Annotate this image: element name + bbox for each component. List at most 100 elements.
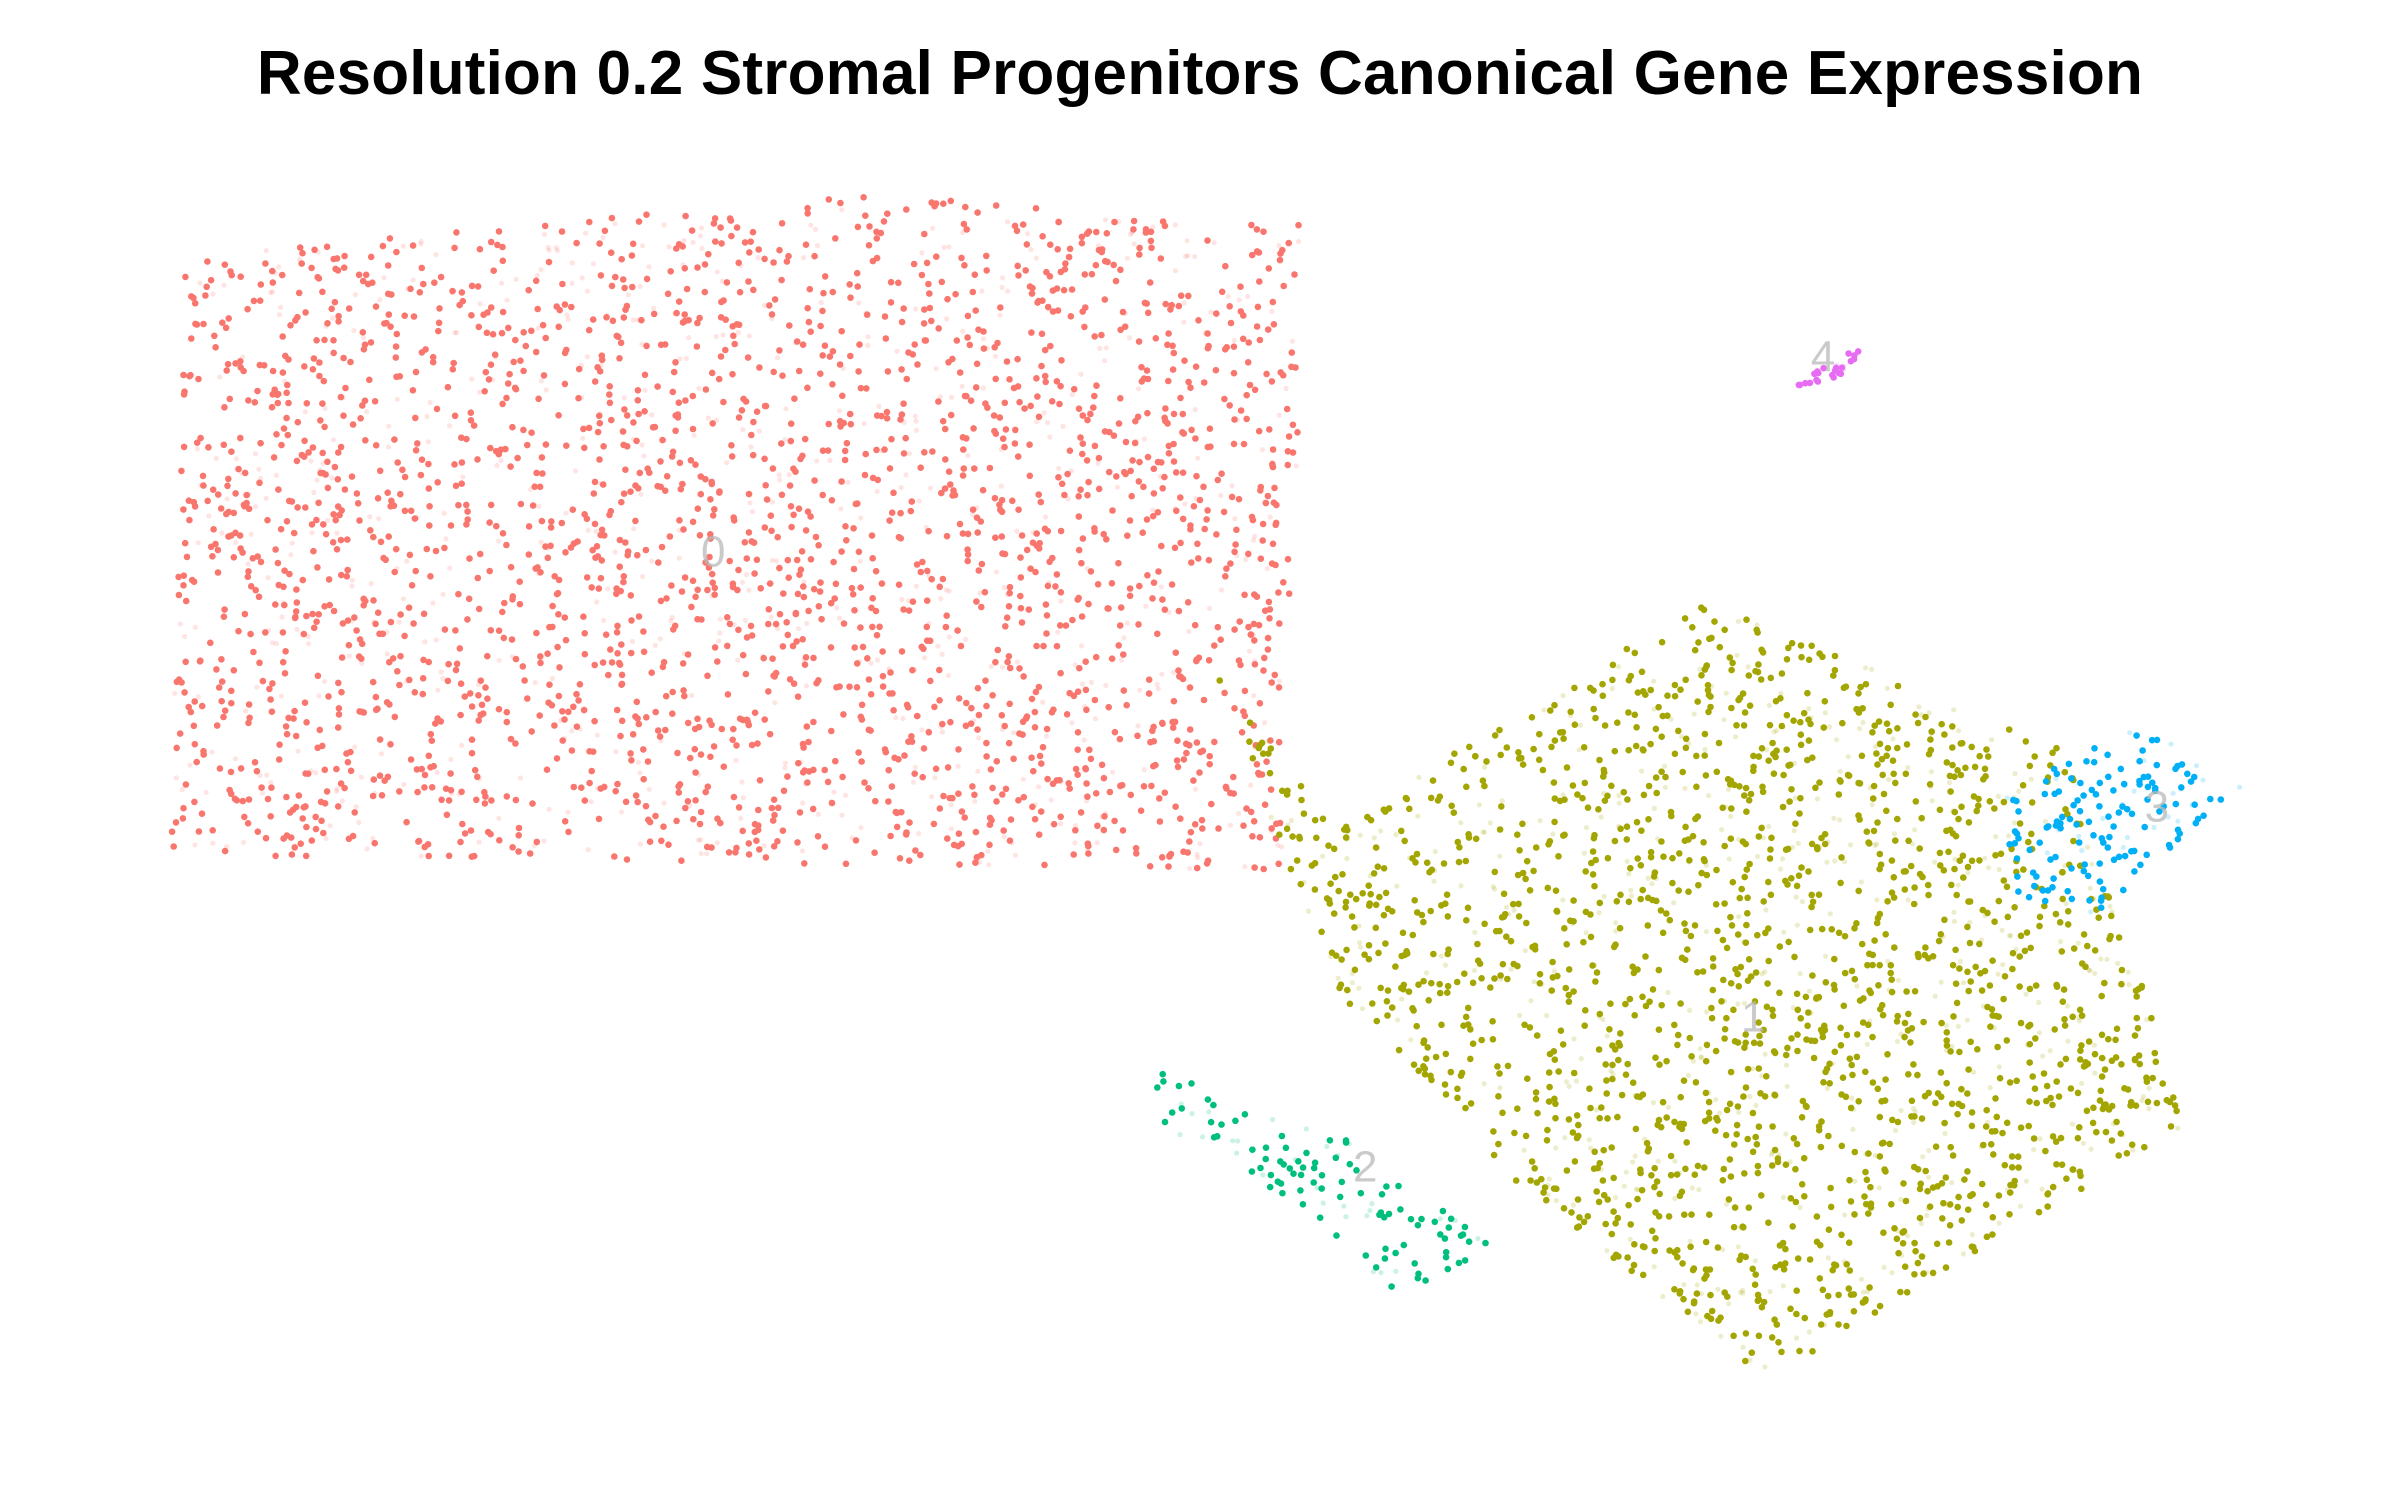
cluster-0-point [334,724,342,731]
cluster-1-point [1544,1126,1551,1134]
cluster-0-point [449,366,457,373]
cluster-0-point [330,349,338,357]
cluster-0-point [939,720,946,728]
cluster-1-point [1858,1276,1865,1282]
cluster-0-point [897,509,904,517]
cluster-0-point [1101,296,1109,303]
cluster-0-point [1215,825,1222,832]
cluster-0-point [972,859,979,866]
cluster-0-point [1270,499,1278,507]
cluster-0-point [292,803,300,811]
cluster-0-point [1015,797,1022,804]
cluster-0-point [554,643,561,651]
cluster-1-point [1827,1203,1835,1211]
cluster-1-point [1682,1165,1689,1173]
cluster-0-point [617,565,624,572]
cluster-1-point [1613,928,1619,934]
cluster-0-point [761,716,768,723]
cluster-1-point [2078,1012,2086,1019]
cluster-0-point [320,377,328,385]
cluster-1-point [1831,1261,1838,1268]
cluster-1-point [1598,814,1604,820]
cluster-1-point [2166,1098,2174,1106]
cluster-0-point [1269,463,1277,471]
cluster-0-point [722,316,729,324]
cluster-1-point [1870,782,1878,790]
cluster-1-point [1911,988,1919,995]
cluster-0-point [220,441,228,449]
cluster-1-point [1922,944,1929,951]
cluster-1-point [1609,1075,1616,1083]
cluster-0-point [1039,743,1047,751]
cluster-0-point [707,753,714,761]
cluster-0-point [520,329,527,336]
cluster-1-point [2008,933,2014,939]
cluster-1-point [2055,1093,2063,1100]
cluster-1-point [1580,744,1588,751]
cluster-0-point [1032,568,1039,576]
cluster-1-point [1753,1141,1761,1148]
cluster-1-point [1709,963,1717,970]
cluster-1-point [1458,820,1464,826]
cluster-0-point [895,279,902,287]
cluster-1-point [2113,1118,2120,1126]
cluster-0-point [735,626,742,634]
cluster-0-point [1170,349,1178,357]
cluster-0-point [876,623,883,631]
cluster-1-point [1780,771,1787,779]
cluster-1-point [1862,665,1869,671]
cluster-1-point [1589,871,1597,878]
cluster-1-point [1372,844,1380,851]
cluster-1-point [1671,900,1677,906]
cluster-1-point [1891,944,1898,951]
cluster-0-point [916,831,922,837]
cluster-0-point [1269,308,1275,314]
cluster-0-point [1177,539,1184,547]
cluster-1-point [2112,1036,2119,1044]
cluster-1-point [2110,1121,2116,1127]
cluster-0-point [935,643,941,649]
cluster-0-point [876,403,882,409]
cluster-1-point [1625,709,1632,716]
cluster-1-point [2138,982,2146,990]
cluster-0-point [1184,238,1190,244]
cluster-1-point [1682,785,1688,791]
cluster-0-point [1162,405,1169,412]
cluster-0-point [457,838,464,846]
cluster-1-point [1645,816,1652,823]
cluster-1-point [1591,831,1598,839]
cluster-1-point [1995,793,2001,800]
cluster-1-point [1992,852,1999,859]
cluster-0-point [832,235,839,242]
cluster-0-point [1104,258,1111,266]
cluster-0-point [1154,681,1160,687]
cluster-0-point [1102,217,1109,223]
cluster-0-point [556,306,563,314]
cluster-0-point [285,714,292,722]
cluster-0-point [193,758,200,766]
cluster-1-point [1985,865,1992,871]
cluster-1-point [1727,913,1734,921]
cluster-0-point [944,295,951,303]
cluster-0-point [1174,763,1182,771]
cluster-0-point [1127,335,1133,341]
cluster-1-point [1912,1247,1919,1255]
cluster-0-point [443,536,449,542]
cluster-1-point [1822,710,1828,716]
cluster-0-point [330,607,338,615]
cluster-1-point [2098,956,2104,962]
cluster-1-point [1706,793,1712,799]
cluster-0-point [1126,585,1134,592]
cluster-0-point [302,852,310,860]
cluster-0-point [1058,357,1065,364]
cluster-0-point [228,687,235,695]
cluster-0-point [920,745,928,752]
cluster-0-point [662,726,669,734]
cluster-1-point [1606,1026,1613,1033]
cluster-0-point [815,811,822,817]
cluster-0-point [338,654,346,661]
cluster-1-point [1365,882,1372,889]
cluster-0-point [279,629,287,636]
cluster-1-point [1770,1048,1778,1055]
cluster-1-point [1989,957,1996,964]
